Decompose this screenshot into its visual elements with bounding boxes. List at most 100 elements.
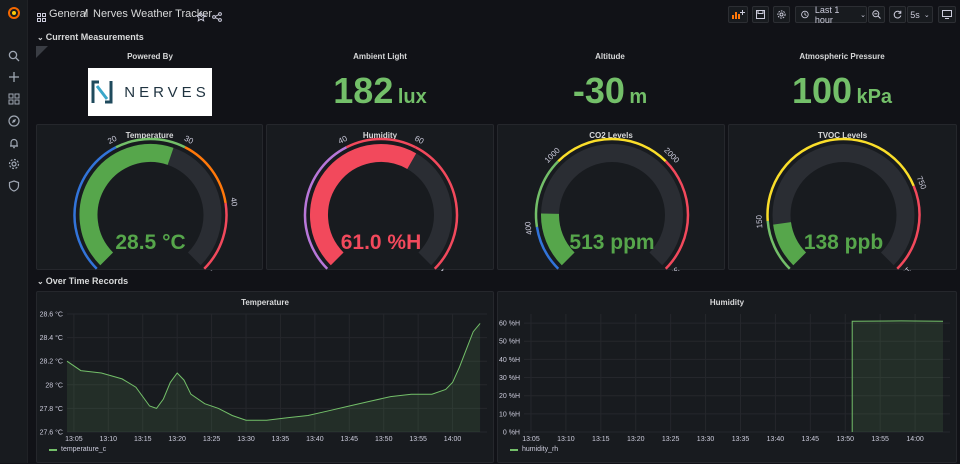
panel-title: Atmospheric Pressure bbox=[799, 52, 885, 61]
explore-compass-icon[interactable] bbox=[6, 113, 22, 129]
gauge-value: 28.5 °C bbox=[115, 231, 185, 254]
plus-icon[interactable] bbox=[6, 69, 22, 85]
gauge-tick-label: 40 bbox=[337, 134, 350, 146]
alerting-bell-icon[interactable] bbox=[6, 135, 22, 151]
zoom-out-button[interactable] bbox=[868, 6, 885, 23]
panel-title: TVOC Levels bbox=[817, 131, 868, 140]
breadcrumb-separator: / bbox=[84, 8, 88, 20]
x-tick-label: 13:35 bbox=[272, 436, 290, 443]
gauge-tick-label: 750 bbox=[915, 175, 929, 191]
legend-label: temperature_c bbox=[61, 446, 107, 453]
y-tick-label: 30 %H bbox=[499, 375, 520, 382]
gauge-threshold-arc bbox=[557, 137, 667, 163]
series-area bbox=[852, 320, 943, 432]
gauge-tick-label: 20 bbox=[106, 134, 119, 146]
y-tick-label: 28.6 °C bbox=[40, 311, 63, 319]
dashboards-icon[interactable] bbox=[6, 91, 22, 107]
x-tick-label: 13:40 bbox=[306, 436, 324, 443]
gauge-threshold-arc bbox=[203, 202, 228, 270]
x-tick-label: 13:35 bbox=[732, 436, 750, 443]
gauge-tick-label: 150 bbox=[754, 214, 764, 229]
pressure-stat: 100 kPa bbox=[727, 70, 957, 112]
clock-icon bbox=[801, 10, 809, 19]
y-tick-label: 20 %H bbox=[499, 393, 520, 400]
chevron-down-icon: ⌄ bbox=[37, 277, 44, 286]
gauge-threshold-arc bbox=[115, 137, 186, 149]
gauge-threshold-arc bbox=[896, 185, 921, 270]
panel-resize-corner-icon[interactable] bbox=[36, 46, 48, 58]
save-dashboard-button[interactable] bbox=[752, 6, 769, 23]
x-tick-label: 13:15 bbox=[592, 436, 610, 443]
gauge-tick-label: 0 bbox=[86, 270, 96, 271]
refresh-interval-picker[interactable]: 5s ⌄ bbox=[907, 6, 933, 23]
add-panel-icon bbox=[731, 10, 745, 19]
row-current-measurements[interactable]: ⌄ Current Measurements bbox=[37, 32, 144, 42]
stat-unit: kPa bbox=[856, 86, 893, 108]
ambient-light-stat: 182 lux bbox=[266, 70, 494, 112]
humidity-gauge: 0 40 60 100 61.0 %H bbox=[303, 134, 459, 271]
x-tick-label: 13:45 bbox=[802, 436, 820, 443]
sidebar bbox=[0, 0, 28, 463]
search-icon[interactable] bbox=[6, 48, 22, 64]
humidity-timeseries-chart[interactable]: 0 %H 10 %H 20 %H 30 %H 40 %H 50 %H 60 %H 13:05 1… bbox=[498, 292, 958, 464]
temperature-timeseries-chart[interactable]: 27.6 °C 27.8 °C 28 °C 28.2 °C 28.4 °C 28.6 °C… bbox=[37, 292, 495, 464]
tvoc-gauge: 0 150 750 1000 138 ppb bbox=[754, 137, 929, 271]
y-tick-label: 40 %H bbox=[499, 357, 520, 364]
time-range-picker[interactable]: Last 1 hour ⌄ bbox=[795, 5, 867, 25]
legend-swatch bbox=[49, 448, 57, 451]
breadcrumb-folder[interactable]: General bbox=[49, 8, 89, 20]
y-tick-label: 50 %H bbox=[499, 339, 520, 346]
save-icon bbox=[756, 10, 765, 19]
row-over-time-records[interactable]: ⌄ Over Time Records bbox=[37, 276, 128, 286]
settings-gear-icon[interactable] bbox=[6, 156, 22, 172]
y-tick-label: 28.4 °C bbox=[40, 334, 63, 342]
chart-legend[interactable]: humidity_rh bbox=[510, 446, 558, 453]
gauge-tick-label: 100 bbox=[432, 267, 448, 271]
gauge-threshold-arc bbox=[73, 146, 117, 270]
gauge-thresholds bbox=[534, 137, 690, 270]
chart-legend[interactable]: temperature_c bbox=[49, 446, 106, 453]
chevron-down-icon: ⌄ bbox=[860, 11, 866, 19]
gauge-threshold-arc bbox=[345, 137, 417, 149]
panel-title: Ambient Light bbox=[353, 52, 407, 61]
stat-value: -30 bbox=[572, 70, 625, 111]
x-tick-label: 13:05 bbox=[522, 436, 540, 443]
series-line bbox=[66, 323, 481, 421]
panel-title: CO2 Levels bbox=[589, 131, 633, 140]
refresh-interval-label: 5s bbox=[910, 9, 920, 20]
panel-title: Powered By bbox=[127, 52, 173, 61]
dashboard-title[interactable]: Nerves Weather Tracker bbox=[93, 8, 213, 20]
powered-by-panel: Powered By NERVES bbox=[36, 46, 264, 120]
x-tick-label: 13:45 bbox=[341, 436, 359, 443]
row-title-label: Current Measurements bbox=[45, 32, 144, 42]
grafana-logo-icon[interactable] bbox=[6, 5, 22, 21]
star-icon[interactable] bbox=[195, 9, 207, 27]
nerves-logo: NERVES bbox=[88, 68, 212, 116]
chart-grid bbox=[67, 313, 487, 433]
y-tick-label: 0 %H bbox=[503, 430, 520, 437]
share-icon[interactable] bbox=[212, 9, 222, 27]
tv-mode-button[interactable] bbox=[938, 6, 956, 23]
add-panel-button[interactable] bbox=[728, 6, 748, 23]
series-line bbox=[851, 320, 944, 432]
gauge-thresholds bbox=[73, 137, 228, 270]
gauge-thresholds bbox=[303, 137, 459, 270]
series-area bbox=[67, 323, 481, 432]
nerves-logo-icon bbox=[91, 80, 113, 104]
y-tick-label: 60 %H bbox=[499, 321, 520, 328]
chevron-down-icon: ⌄ bbox=[37, 33, 44, 42]
gauge-tick-label: 50 bbox=[203, 268, 216, 271]
gauge-thresholds bbox=[766, 137, 921, 270]
shield-icon[interactable] bbox=[6, 178, 22, 194]
gauge-tick-label: 0 bbox=[779, 270, 789, 271]
y-tick-label: 28 °C bbox=[45, 381, 63, 389]
gear-icon bbox=[777, 10, 786, 19]
x-tick-label: 13:55 bbox=[409, 436, 427, 443]
x-tick-label: 13:55 bbox=[871, 436, 889, 443]
stat-unit: lux bbox=[397, 86, 427, 108]
chart-grid bbox=[524, 314, 950, 433]
refresh-button[interactable] bbox=[889, 6, 906, 23]
legend-label: humidity_rh bbox=[522, 446, 559, 453]
dashboard-settings-button[interactable] bbox=[773, 6, 790, 23]
row-title-label: Over Time Records bbox=[45, 276, 129, 286]
